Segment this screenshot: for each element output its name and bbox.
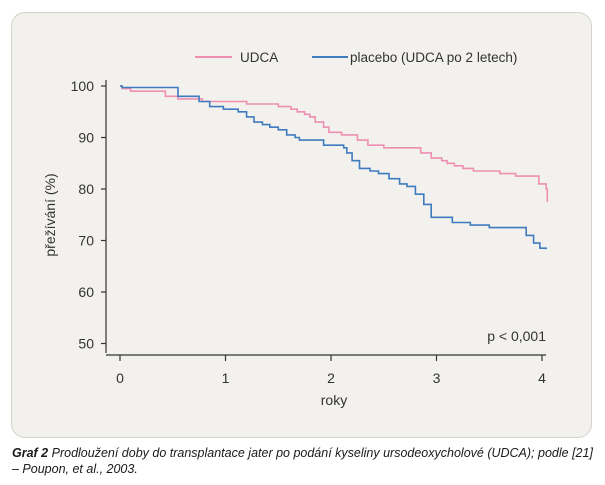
chart-panel bbox=[11, 12, 592, 438]
caption-text: Prodloužení doby do transplantace jater … bbox=[12, 446, 593, 476]
y-tick-label: 70 bbox=[78, 233, 94, 249]
figure-caption: Graf 2 Prodloužení doby do transplantace… bbox=[12, 445, 597, 477]
legend-entry-placebo-label: placebo (UDCA po 2 letech) bbox=[350, 50, 517, 65]
y-tick-label: 80 bbox=[78, 181, 94, 197]
x-tick-label: 4 bbox=[538, 370, 546, 386]
p-value-annotation: p < 0,001 bbox=[487, 328, 546, 344]
y-tick-label: 60 bbox=[78, 284, 94, 300]
legend-entry-udca-label: UDCA bbox=[240, 50, 278, 65]
survival-chart: 100 90 80 70 60 50 0 1 2 3 4 UDCA placebo (UDCA po … bbox=[42, 50, 549, 408]
x-tick-label: 0 bbox=[116, 370, 124, 386]
axes: 100 90 80 70 60 50 0 1 2 3 4 bbox=[71, 78, 546, 386]
x-tick-label: 1 bbox=[222, 370, 230, 386]
y-axis-label: přežívání (%) bbox=[42, 173, 58, 256]
x-tick-label: 3 bbox=[433, 370, 441, 386]
x-axis-label: roky bbox=[321, 392, 347, 408]
series-line-placebo bbox=[120, 85, 547, 250]
y-tick-label: 90 bbox=[78, 130, 94, 146]
x-tick-label: 2 bbox=[327, 370, 335, 386]
y-tick-label: 100 bbox=[71, 78, 95, 94]
caption-lead: Graf 2 bbox=[12, 446, 49, 460]
legend: UDCA placebo (UDCA po 2 letech) bbox=[195, 50, 517, 65]
series-layer bbox=[120, 85, 549, 250]
y-tick-label: 50 bbox=[78, 336, 94, 352]
series-line-udca bbox=[120, 85, 549, 202]
